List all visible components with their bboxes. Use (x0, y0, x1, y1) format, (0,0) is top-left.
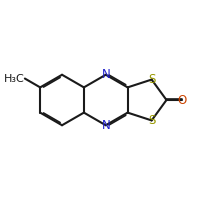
Text: N: N (101, 119, 110, 132)
Text: S: S (148, 114, 155, 127)
Text: H₃C: H₃C (4, 74, 25, 84)
Text: S: S (148, 73, 155, 86)
Text: O: O (177, 94, 186, 107)
Text: N: N (101, 68, 110, 81)
